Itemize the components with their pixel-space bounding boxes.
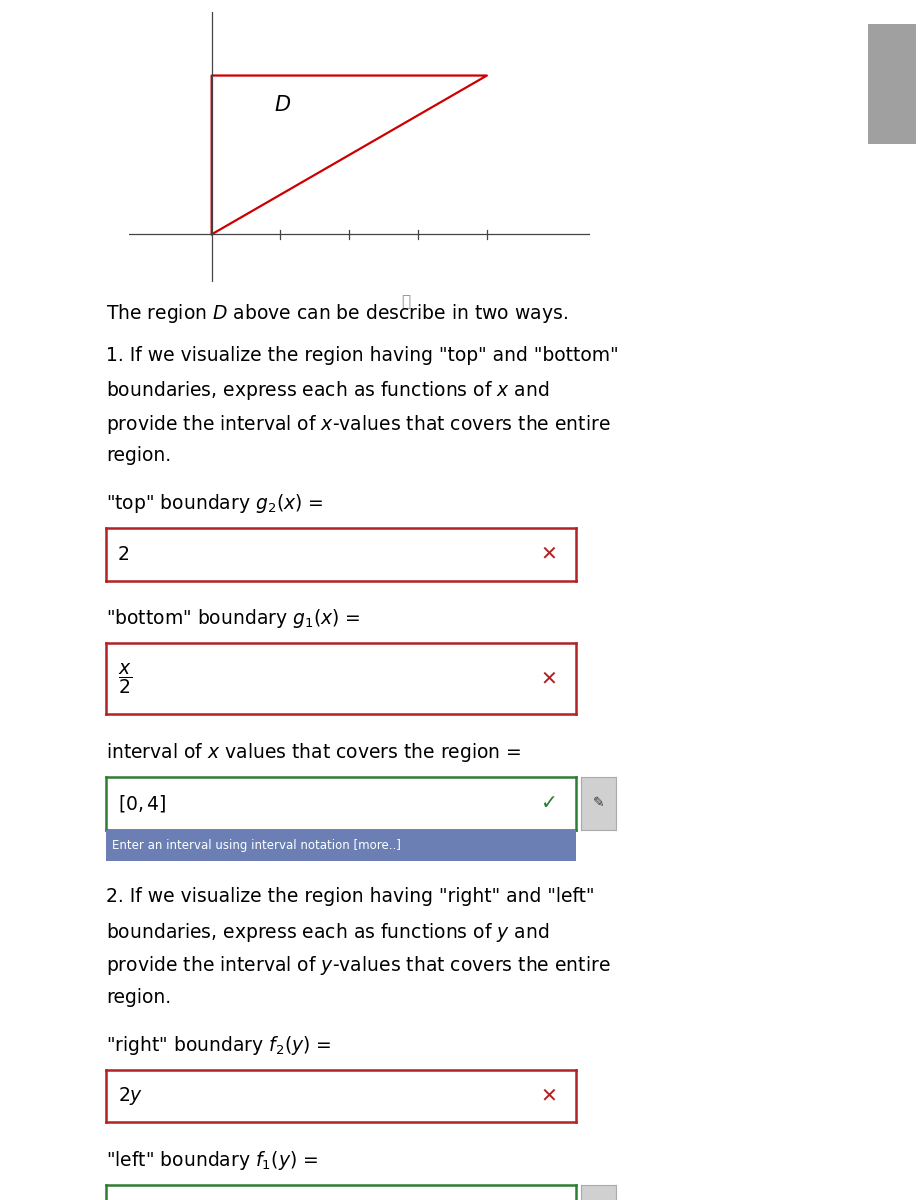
- Text: ✕: ✕: [540, 545, 558, 564]
- Text: interval of $x$ values that covers the region =: interval of $x$ values that covers the r…: [106, 740, 522, 764]
- Text: region.: region.: [106, 988, 171, 1007]
- Text: "right" boundary $f_2(y)$ =: "right" boundary $f_2(y)$ =: [106, 1033, 332, 1057]
- Text: "bottom" boundary $g_1(x)$ =: "bottom" boundary $g_1(x)$ =: [106, 607, 361, 630]
- Text: "top" boundary $g_2(x)$ =: "top" boundary $g_2(x)$ =: [106, 492, 324, 515]
- Text: ✕: ✕: [540, 1086, 558, 1105]
- Text: boundaries, express each as functions of $y$ and: boundaries, express each as functions of…: [106, 920, 550, 944]
- Text: "left" boundary $f_1(y)$ =: "left" boundary $f_1(y)$ =: [106, 1148, 318, 1172]
- Text: $2y$: $2y$: [118, 1085, 143, 1108]
- Text: ✕: ✕: [540, 670, 558, 689]
- Text: region.: region.: [106, 446, 171, 466]
- Text: 🔍: 🔍: [401, 294, 410, 308]
- Text: 2. If we visualize the region having "right" and "left": 2. If we visualize the region having "ri…: [106, 887, 595, 906]
- Text: boundaries, express each as functions of $x$ and: boundaries, express each as functions of…: [106, 379, 550, 402]
- Text: 2: 2: [118, 545, 130, 564]
- Bar: [869, 24, 916, 144]
- Text: provide the interval of $y$-values that covers the entire: provide the interval of $y$-values that …: [106, 954, 610, 978]
- Text: ✎: ✎: [593, 797, 604, 810]
- Text: Enter an interval using interval notation [more..]: Enter an interval using interval notatio…: [112, 839, 400, 852]
- Text: ✓: ✓: [540, 793, 558, 812]
- Text: 1. If we visualize the region having "top" and "bottom": 1. If we visualize the region having "to…: [106, 346, 619, 365]
- Text: provide the interval of $x$-values that covers the entire: provide the interval of $x$-values that …: [106, 413, 610, 436]
- Text: $[0,4]$: $[0,4]$: [118, 793, 166, 814]
- Text: $\dfrac{x}{2}$: $\dfrac{x}{2}$: [118, 661, 132, 696]
- Text: The region $D$ above can be describe in two ways.: The region $D$ above can be describe in …: [106, 302, 568, 325]
- Text: $D$: $D$: [274, 95, 290, 115]
